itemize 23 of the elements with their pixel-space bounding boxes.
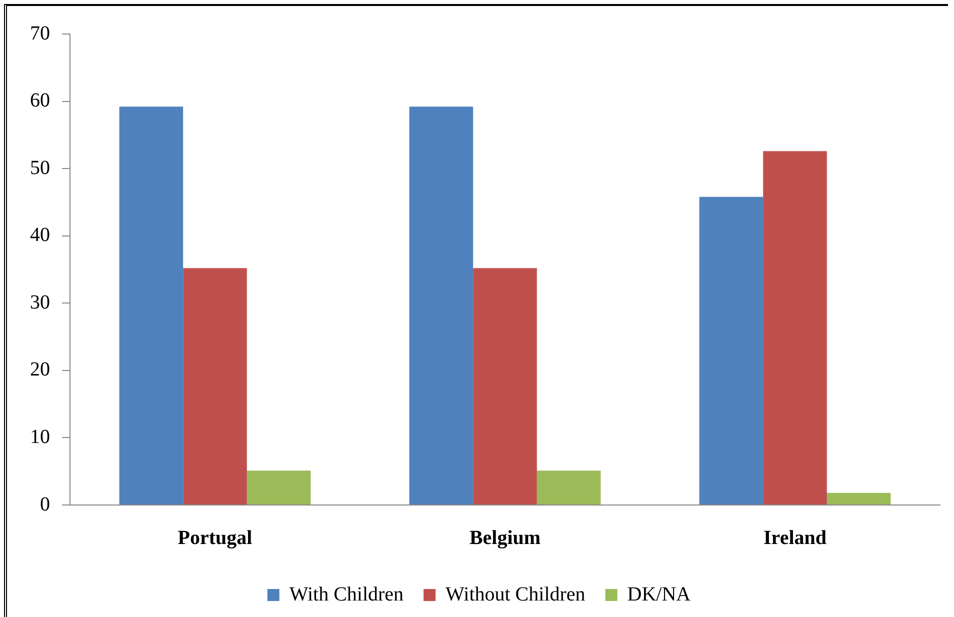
- y-tick-label: 30: [30, 291, 50, 314]
- y-tick-label: 20: [30, 358, 50, 381]
- bar: [246, 470, 311, 504]
- x-tick-label: Portugal: [178, 527, 253, 550]
- bar: [473, 268, 537, 504]
- x-tick-label: Belgium: [469, 527, 541, 550]
- bar: [536, 470, 601, 504]
- bar: [763, 151, 827, 504]
- bar: [409, 106, 474, 504]
- y-tick-label: 40: [30, 224, 50, 246]
- x-tick-label: Ireland: [764, 527, 826, 550]
- y-tick-label: 0: [40, 493, 50, 516]
- legend-label: DK/NA: [627, 583, 692, 606]
- legend-label: With Children: [289, 583, 404, 606]
- y-tick-label: 60: [30, 90, 50, 112]
- bar: [826, 492, 891, 504]
- bar: [183, 268, 247, 504]
- y-tick-label: 50: [30, 156, 50, 179]
- bar: [119, 106, 184, 504]
- legend-label: Without Children: [446, 583, 586, 606]
- y-tick-label: 10: [30, 426, 50, 448]
- y-tick-label: 70: [30, 22, 50, 44]
- bar: [699, 196, 764, 504]
